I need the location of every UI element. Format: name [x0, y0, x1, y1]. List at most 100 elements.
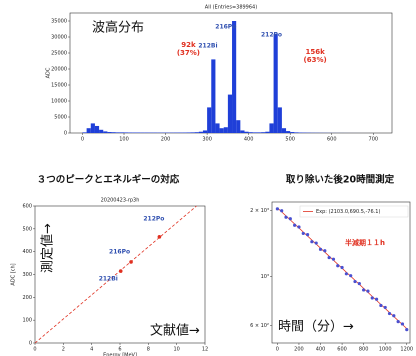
x-tick-label: 10 [173, 347, 179, 353]
data-point [327, 255, 331, 260]
histogram-bar [256, 132, 262, 133]
x-tick-label: 0 [276, 347, 279, 353]
data-point [318, 247, 323, 251]
annotation: 波高分布 [92, 20, 144, 36]
y-tick-label: 20000 [51, 67, 67, 73]
x-tick-label: 600 [327, 137, 337, 143]
data-point [353, 279, 357, 284]
histogram-bar [290, 132, 295, 133]
data-point [383, 305, 387, 310]
annotation: 212Po [261, 32, 282, 39]
y-tick-label: 35000 [51, 19, 67, 25]
annotation: 216Po [215, 24, 236, 31]
y-tick-label: 15000 [51, 83, 67, 89]
chart-title: 20200423-rp3h [101, 198, 140, 204]
histogram-bar [186, 132, 191, 133]
data-point [396, 320, 400, 324]
histogram-bar [261, 132, 266, 133]
histogram-bar [99, 129, 104, 133]
y-axis-label: ADC [46, 67, 52, 78]
histogram-bar [252, 132, 257, 133]
annotation: 文献値→ [150, 323, 200, 339]
y-tick-label: 10³ [261, 274, 269, 280]
x-axis-label: Energy [MeV] [103, 353, 137, 356]
y-tick-label: 400 [22, 249, 32, 255]
data-point [284, 215, 288, 219]
histogram-bar [240, 130, 245, 133]
y-tick-label: 100 [22, 318, 32, 324]
annotation: 半減期１１h [345, 238, 385, 247]
histogram-bar [103, 131, 108, 133]
y-tick-label: 25000 [51, 51, 67, 57]
histogram-bar [211, 59, 216, 133]
histogram-bar [277, 107, 282, 133]
data-point [387, 311, 392, 316]
histogram-bar [223, 127, 228, 133]
y-axis-label: ADC [ch] [11, 263, 17, 285]
x-tick-label: 12 [202, 347, 208, 353]
x-tick-label: 8 [147, 347, 150, 353]
plot-frame [271, 201, 411, 344]
annotation: 時間（分）→ [278, 320, 354, 335]
annotation-line: 156k [305, 48, 325, 56]
section-heading: 取り除いた後20時間測定 [286, 174, 395, 186]
data-point [349, 274, 353, 278]
data-point [366, 289, 370, 293]
data-point [275, 207, 279, 211]
x-tick-label: 0 [81, 137, 84, 143]
data-point [129, 260, 133, 264]
histogram-bar [128, 132, 133, 133]
annotation-line: 92k [181, 41, 196, 49]
x-tick-label: 6 [118, 347, 121, 353]
histogram-bar [236, 120, 241, 133]
point-label: 212Bi [99, 276, 118, 283]
data-point [305, 233, 310, 237]
histogram-bar [90, 123, 95, 133]
x-tick-label: 0 [33, 347, 36, 353]
histogram-bar [115, 132, 120, 133]
y-tick-label: 5000 [54, 115, 67, 121]
histogram-bar [219, 128, 224, 133]
annotation-line: (63%) [304, 56, 327, 64]
x-tick-label: 1200 [400, 347, 413, 353]
data-point [379, 303, 383, 308]
data-point [323, 249, 327, 253]
histogram-bar [194, 132, 199, 133]
data-point [314, 241, 318, 245]
histogram-bar [82, 132, 87, 133]
x-tick-label: 800 [359, 347, 369, 353]
x-tick-label: 200 [161, 137, 171, 143]
annotation-line: (37%) [177, 49, 200, 57]
data-point [370, 296, 374, 300]
annotation: 測定値→ [40, 223, 56, 273]
histogram-bar [269, 123, 274, 133]
y-tick-label: 500 [22, 226, 32, 232]
histogram-bar [119, 132, 125, 133]
histogram-bar [244, 131, 249, 133]
data-point [336, 264, 340, 268]
x-tick-label: 700 [369, 137, 379, 143]
data-point [288, 217, 292, 221]
data-point [331, 257, 336, 261]
data-point [340, 265, 344, 270]
data-point [344, 272, 348, 276]
y-tick-label: 2 × 10³ [250, 208, 269, 214]
annotation: 92k (37%) [177, 41, 200, 57]
x-tick-label: 100 [119, 137, 129, 143]
data-point [297, 225, 301, 229]
x-tick-label: 1000 [379, 347, 392, 353]
histogram-bar [124, 132, 129, 133]
y-tick-label: 6 × 10² [250, 323, 269, 329]
section-heading: ３つのピークとエネルギーの対応 [37, 174, 180, 186]
y-tick-label: 200 [22, 295, 32, 301]
x-tick-label: 200 [294, 347, 304, 353]
data-point [357, 281, 361, 286]
histogram-bar [111, 132, 116, 133]
y-tick-label: 0 [29, 341, 32, 347]
data-point [118, 269, 123, 273]
histogram-bar [232, 21, 237, 133]
data-point [405, 328, 409, 332]
data-point [392, 314, 396, 318]
histogram-bar [107, 132, 112, 133]
x-tick-label: 300 [202, 137, 212, 143]
